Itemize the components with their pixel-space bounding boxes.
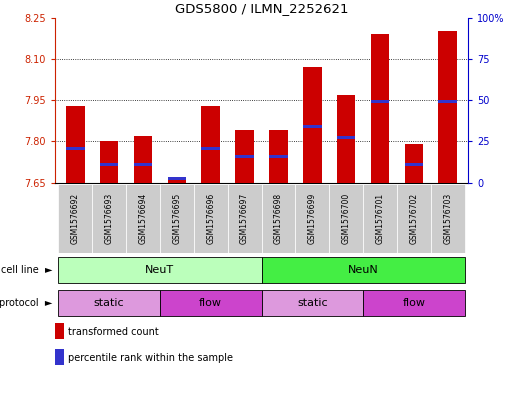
Bar bbox=[337, 136, 356, 139]
Bar bbox=[201, 147, 220, 150]
Bar bbox=[371, 100, 389, 103]
Bar bbox=[66, 106, 85, 183]
Text: transformed count: transformed count bbox=[68, 327, 159, 337]
Bar bbox=[100, 141, 118, 183]
Text: GSM1576694: GSM1576694 bbox=[139, 193, 147, 244]
Bar bbox=[194, 184, 228, 253]
Text: flow: flow bbox=[199, 298, 222, 308]
Bar bbox=[371, 34, 389, 183]
Text: GSM1576695: GSM1576695 bbox=[173, 193, 181, 244]
Bar bbox=[431, 184, 465, 253]
Text: GSM1576701: GSM1576701 bbox=[376, 193, 384, 244]
Bar bbox=[58, 290, 160, 316]
Text: NeuN: NeuN bbox=[348, 265, 379, 275]
Bar bbox=[397, 184, 431, 253]
Text: static: static bbox=[94, 298, 124, 308]
Bar bbox=[58, 257, 262, 283]
Text: GSM1576703: GSM1576703 bbox=[444, 193, 452, 244]
Bar bbox=[405, 163, 423, 166]
Bar bbox=[126, 184, 160, 253]
Text: flow: flow bbox=[402, 298, 425, 308]
Bar bbox=[262, 257, 465, 283]
Text: GSM1576698: GSM1576698 bbox=[274, 193, 283, 244]
Bar bbox=[92, 184, 126, 253]
Bar bbox=[303, 125, 322, 128]
Text: static: static bbox=[297, 298, 327, 308]
Bar bbox=[201, 106, 220, 183]
Bar bbox=[228, 184, 262, 253]
Bar bbox=[363, 184, 397, 253]
Text: NeuT: NeuT bbox=[145, 265, 175, 275]
Bar bbox=[134, 163, 152, 166]
Text: cell line  ►: cell line ► bbox=[1, 265, 52, 275]
Bar bbox=[100, 163, 118, 166]
Bar bbox=[295, 184, 329, 253]
Bar bbox=[167, 177, 186, 180]
Bar bbox=[235, 130, 254, 183]
Bar bbox=[438, 31, 457, 183]
Text: GSM1576697: GSM1576697 bbox=[240, 193, 249, 244]
Text: protocol  ►: protocol ► bbox=[0, 298, 52, 308]
Text: GSM1576699: GSM1576699 bbox=[308, 193, 317, 244]
Text: GSM1576700: GSM1576700 bbox=[342, 193, 350, 244]
Bar bbox=[235, 155, 254, 158]
Text: GSM1576693: GSM1576693 bbox=[105, 193, 113, 244]
Bar bbox=[337, 95, 356, 183]
Bar bbox=[438, 100, 457, 103]
Bar bbox=[262, 290, 363, 316]
Title: GDS5800 / ILMN_2252621: GDS5800 / ILMN_2252621 bbox=[175, 2, 348, 15]
Bar bbox=[160, 290, 262, 316]
Text: percentile rank within the sample: percentile rank within the sample bbox=[68, 353, 233, 363]
Bar bbox=[160, 184, 194, 253]
Bar bbox=[329, 184, 363, 253]
Bar bbox=[363, 290, 465, 316]
Bar bbox=[262, 184, 295, 253]
Bar bbox=[134, 136, 152, 183]
Bar bbox=[58, 184, 92, 253]
Bar bbox=[66, 147, 85, 150]
Bar bbox=[269, 155, 288, 158]
Text: GSM1576696: GSM1576696 bbox=[206, 193, 215, 244]
Text: GSM1576702: GSM1576702 bbox=[410, 193, 418, 244]
Bar bbox=[269, 130, 288, 183]
Bar bbox=[303, 67, 322, 183]
Bar bbox=[405, 144, 423, 183]
Text: GSM1576692: GSM1576692 bbox=[71, 193, 79, 244]
Bar bbox=[167, 177, 186, 183]
